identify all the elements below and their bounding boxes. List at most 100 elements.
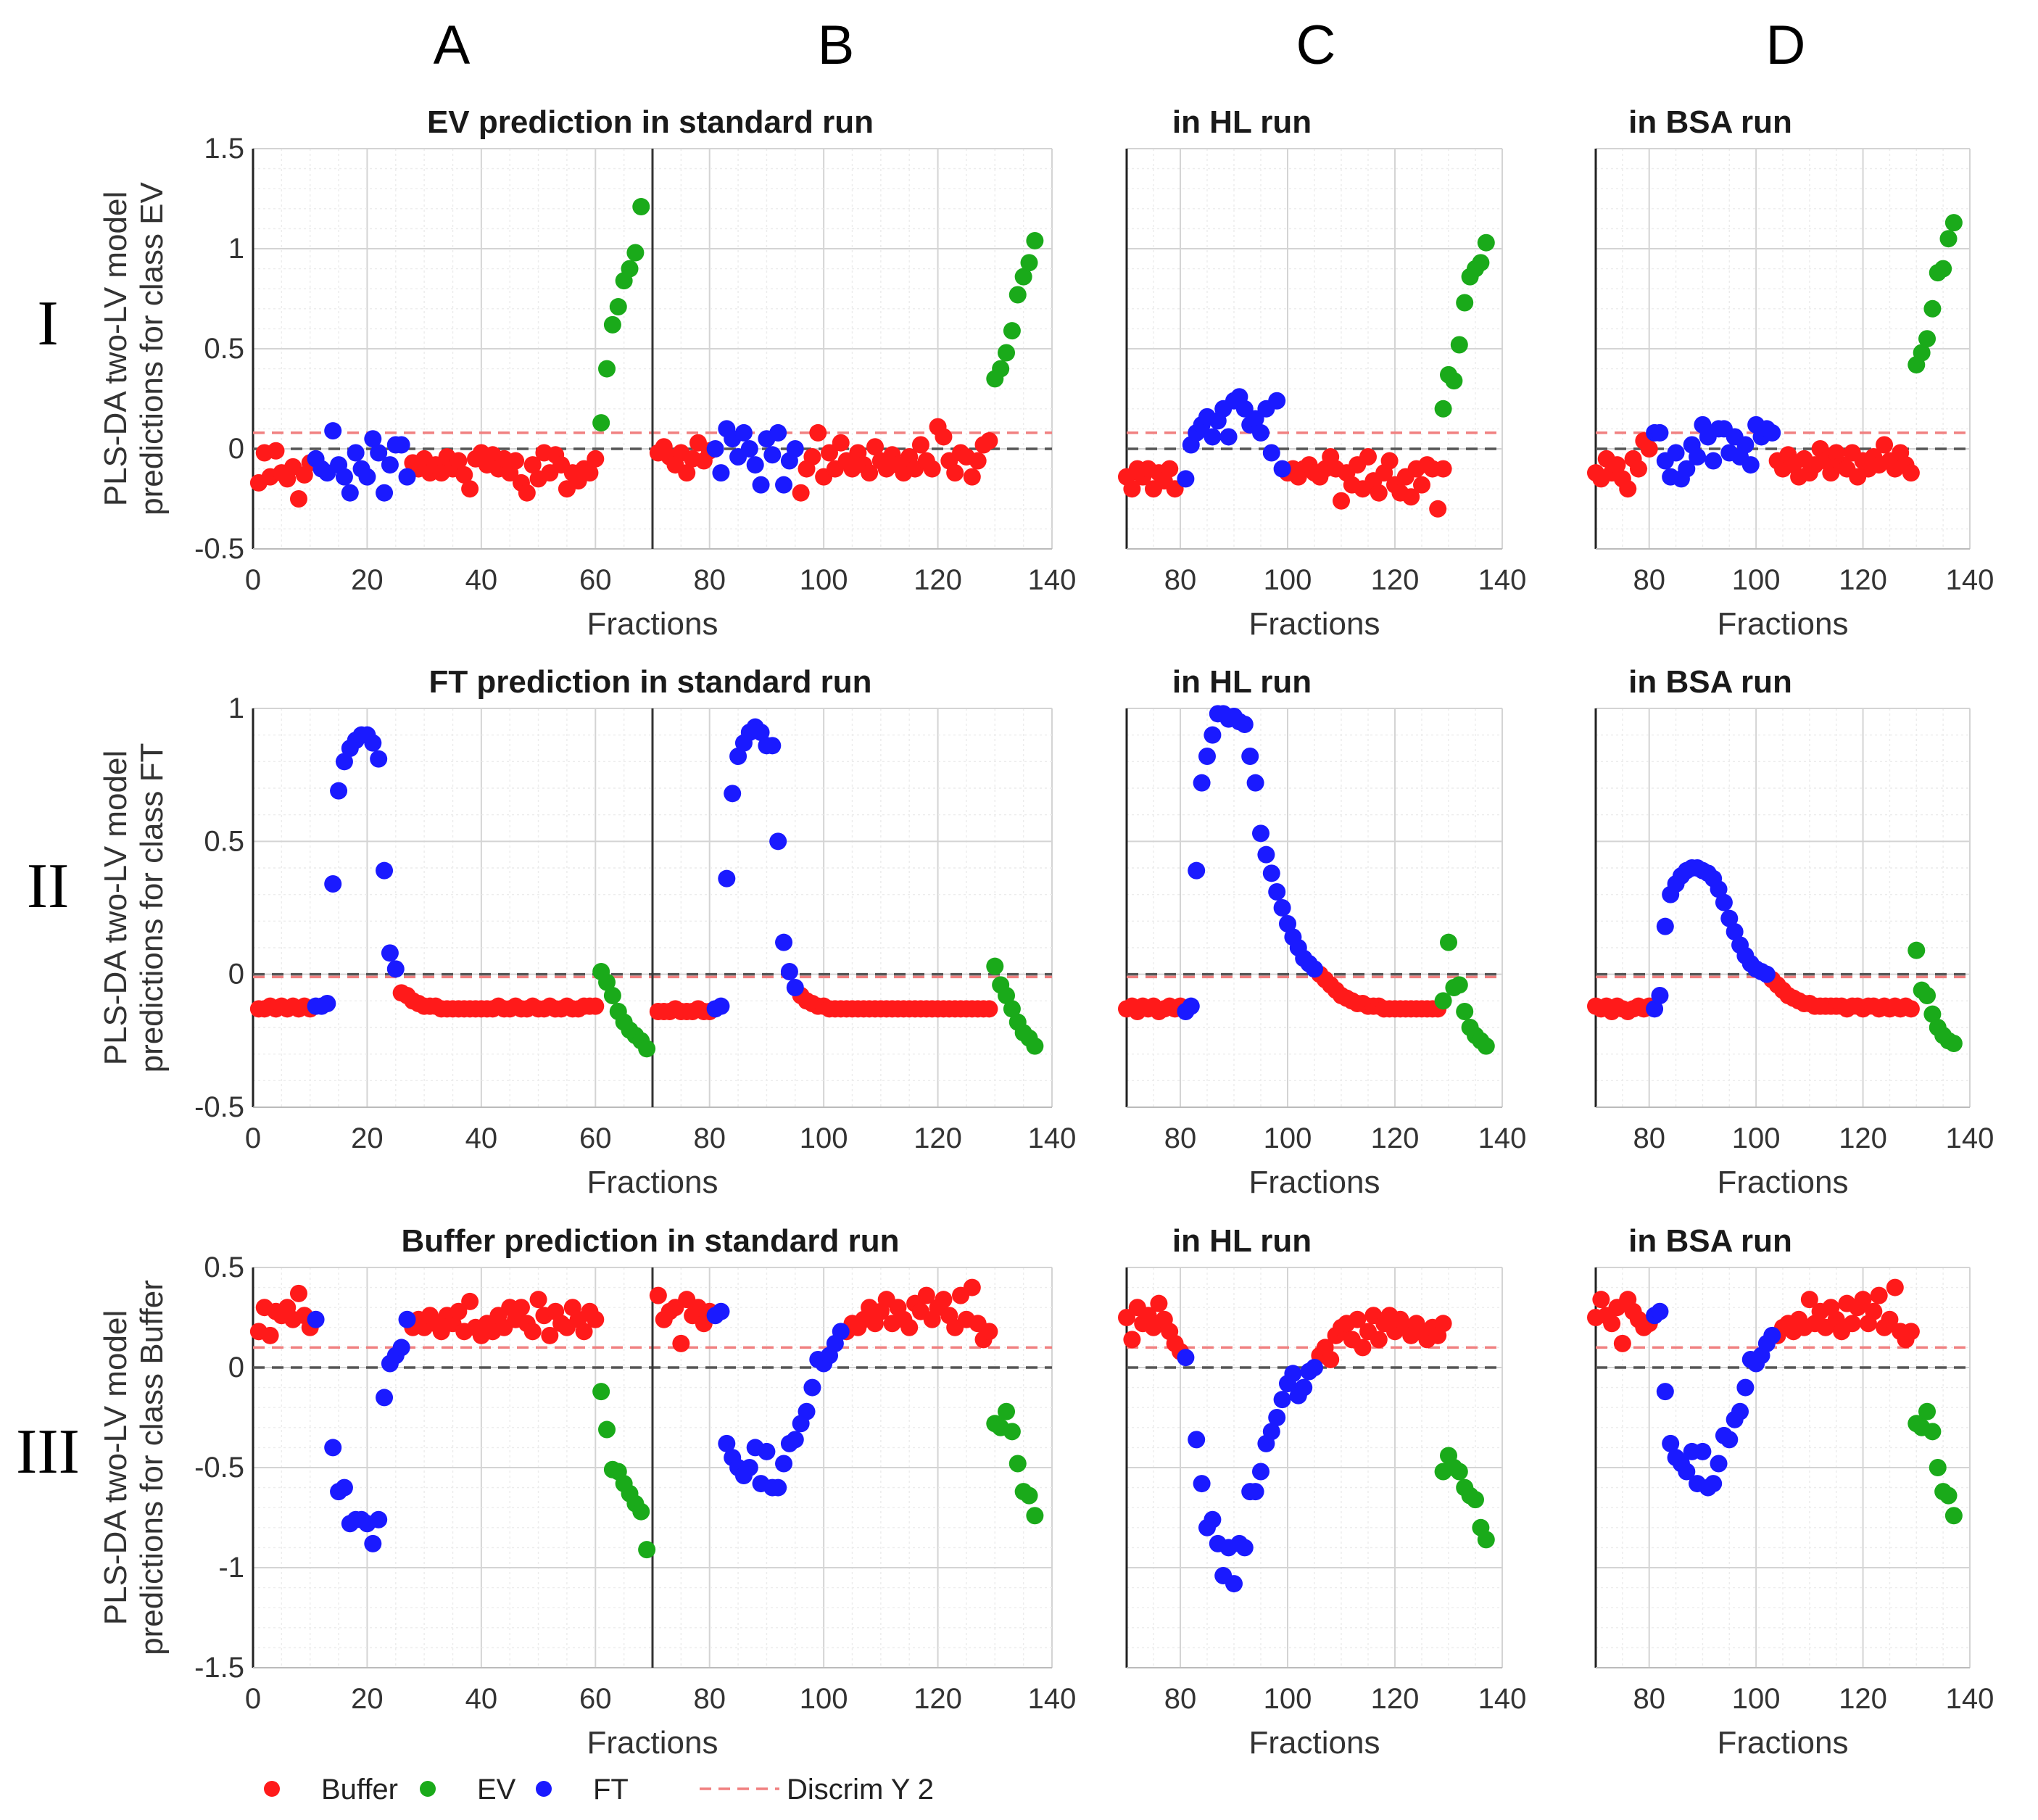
panel-r3-c2-point-ev (1467, 1491, 1484, 1509)
panel-r3-c3-point-ft (1720, 1431, 1739, 1449)
panel-r1-c3-xtick-label: 120 (1839, 564, 1887, 596)
panel-r1-c3-point-ev (1918, 330, 1936, 348)
panel-r3-c3-xtick-label: 140 (1946, 1683, 1994, 1715)
panel-r2-c3-xtick-label: 140 (1946, 1122, 1994, 1154)
row-numeral-2: II (27, 851, 70, 922)
panel-r1-c3-point-ev (1913, 344, 1931, 362)
panel-r3-c1-point-ft (740, 1459, 758, 1476)
panel-r3-c2-point-ft (1193, 1475, 1211, 1493)
panel-r3-c3-point-ft (1736, 1378, 1755, 1397)
panel-r2-c1-ylabel-line: PLS-DA two-LV model (98, 750, 133, 1065)
panel-r2-c1-point-ft (780, 963, 798, 980)
panel-r3-c1-point-ev (998, 1402, 1016, 1420)
panel-r3-c1-series-ev (592, 1383, 1044, 1559)
panel-r2-c1-point-ft (712, 997, 730, 1015)
panel-r1-c1-point-ft (335, 468, 353, 486)
panel-r1-c1-point-buffer (461, 480, 479, 498)
panel-r2-c2-point-ft (1268, 883, 1286, 901)
panel-r2-c2-point-ev (1434, 992, 1452, 1010)
panel-r3-c2-point-ft (1273, 1391, 1291, 1409)
panel-r3-c3-series-ev (1907, 1402, 1963, 1525)
panel-r1-c3-series-ev (1907, 214, 1963, 374)
panel-r2-c3-title: in BSA run (1628, 664, 1792, 700)
panel-r3-c2-point-ft (1252, 1463, 1269, 1481)
panel-r1-c2-xtick-label: 120 (1371, 564, 1420, 596)
panel-r2-c3-point-buffer (1902, 1000, 1920, 1018)
panel-r3-c1-point-buffer (512, 1299, 530, 1317)
legend-marker-buffer (264, 1781, 280, 1797)
panel-r2-c1-series-ev (592, 957, 1044, 1058)
panel-r3-c1-point-ev (632, 1502, 650, 1521)
panel-r3-c1-point-ft (376, 1389, 394, 1407)
panel-r1-c1-ytick-label: 1.5 (204, 133, 244, 165)
panel-r3-c3-point-buffer (1800, 1291, 1818, 1309)
panel-r2-c1-ylabel: PLS-DA two-LV modelpredictions for class… (98, 743, 170, 1073)
panel-r2-c1-xtick-label: 40 (465, 1122, 498, 1154)
panel-r3-c1-point-buffer (541, 1326, 559, 1344)
panel-r2-c3-xtick-label: 80 (1633, 1122, 1665, 1154)
panel-r3-c1-point-ft (803, 1378, 821, 1397)
panel-r3-c1-point-ev (1003, 1423, 1021, 1441)
panel-r2-c1-series-ft (307, 718, 804, 1018)
panel-r2-c1-xtick-label: 140 (1028, 1122, 1077, 1154)
panel-r2-c1-ylabel-line: predictions for class FT (134, 743, 170, 1073)
panel-r1-c3-xtick-label: 140 (1946, 564, 1994, 596)
panel-r2-c3-point-ft (1656, 917, 1674, 935)
panel-r1-c1-point-ev (1014, 268, 1032, 286)
panel-r3-c3-series-buffer (1587, 1278, 1920, 1352)
panel-r1-c2-point-ft (1262, 444, 1280, 462)
panel-r3-c2-point-ft (1268, 1409, 1286, 1426)
panel-r2-c3-point-ft (1726, 923, 1744, 940)
panel-r1-c1-point-buffer (523, 456, 542, 474)
panel-r3-c1-point-ft (758, 1442, 776, 1460)
panel-r3-c3-xlabel: Fractions (1718, 1725, 1849, 1761)
panel-r3-c1-point-ft (769, 1478, 787, 1497)
panel-r3-c3-point-buffer (1870, 1286, 1888, 1304)
panel-r1-c3-point-ft (1689, 448, 1707, 466)
panel-r1-c2-xtick-label: 80 (1164, 564, 1197, 596)
column-letter-a: A (434, 15, 471, 76)
panel-r2-c2-point-ft (1241, 748, 1259, 765)
panel-r2-c3-point-ft (1646, 1000, 1664, 1018)
panel-r3-c1-point-buffer (450, 1302, 468, 1320)
panel-r1-c1-xtick-label: 0 (245, 564, 261, 596)
panel-r1-c2-point-ev (1477, 233, 1495, 252)
panel-r2-c1-xtick-label: 20 (351, 1122, 384, 1154)
panel-r1-c1-point-buffer (507, 452, 525, 470)
panel-r3-c2-point-ft (1295, 1378, 1313, 1397)
panel-r2-c3-xtick-label: 100 (1732, 1122, 1781, 1154)
panel-r2-c1-point-ev (603, 987, 621, 1004)
panel-r2-c2-series-ev (1434, 933, 1495, 1055)
panel-r3-c1-ylabel-line: predictions for class Buffer (134, 1280, 170, 1655)
panel-r3-c1-ytick-label: -1 (218, 1552, 244, 1584)
panel-r3-c2-series-buffer (1118, 1294, 1452, 1368)
panel-r1-c1-point-ev (1008, 286, 1027, 304)
panel-r3-c1-ytick-label: -0.5 (194, 1452, 244, 1484)
panel-r3-c1-xlabel: Fractions (587, 1725, 718, 1761)
panel-r3-c1-point-buffer (980, 1323, 998, 1341)
panel-r3-c1-point-ft (335, 1478, 353, 1497)
panel-r3-c1-title: Buffer prediction in standard run (402, 1223, 900, 1259)
panel-r3-c3-point-ft (1651, 1302, 1669, 1320)
panel-r2-c1-ytick-label: 0 (228, 959, 244, 990)
panel-r1-c1-xtick-label: 100 (800, 564, 848, 596)
panel-r2-c2-point-ft (1204, 726, 1222, 744)
panel-r2-c3-xtick-label: 120 (1839, 1122, 1887, 1154)
panel-r1-c3-point-ft (1741, 456, 1760, 474)
panel-r1-c3-point-buffer (1902, 464, 1920, 482)
panel-r1-c2-point-ft (1177, 470, 1195, 488)
panel-r2-c3-series-ev (1907, 941, 1963, 1052)
panel-r1-c1-ylabel-line: PLS-DA two-LV model (98, 191, 133, 506)
panel-r1-c1-series-ft (307, 420, 804, 502)
panel-r3-c1-point-ft (718, 1434, 736, 1452)
panel-r2-c3-point-ft (1757, 965, 1776, 983)
panel-r3-c3-point-ft (1704, 1475, 1723, 1493)
panel-r3-c1-point-buffer (575, 1323, 593, 1341)
panel-r3-c3-point-buffer (1592, 1291, 1610, 1309)
panel-r1-c1-point-ft (740, 440, 758, 458)
panel-r2-c1-xtick-label: 60 (579, 1122, 612, 1154)
panel-r3-c1-xtick-label: 0 (245, 1683, 261, 1715)
panel-r1-c1-point-buffer (935, 428, 953, 446)
panel-r2-c1-point-ev (998, 987, 1016, 1004)
